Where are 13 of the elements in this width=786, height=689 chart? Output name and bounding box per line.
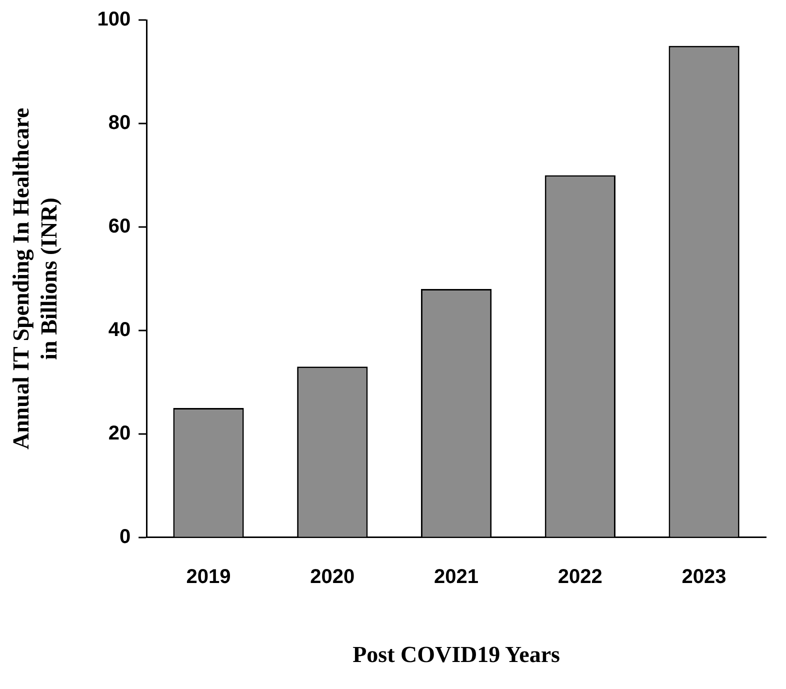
y-tick-label: 80: [108, 112, 131, 134]
y-tick-label: 60: [108, 215, 131, 238]
x-tick-label: 2020: [310, 566, 355, 588]
x-tick-label: 2021: [434, 566, 479, 588]
y-tick-label: 100: [97, 8, 131, 31]
x-tick-label: 2022: [558, 566, 602, 588]
x-tick-label: 2019: [186, 566, 231, 588]
y-tick-label: 20: [108, 422, 131, 444]
y-tick-label: 40: [108, 318, 131, 341]
y-axis-title: Annual IT Spending In Healthcare in Billions (INR): [8, 108, 62, 450]
x-axis-title: Post COVID19 Years: [352, 642, 560, 668]
x-tick-label: 2023: [682, 566, 726, 588]
y-tick-label: 0: [119, 526, 131, 548]
